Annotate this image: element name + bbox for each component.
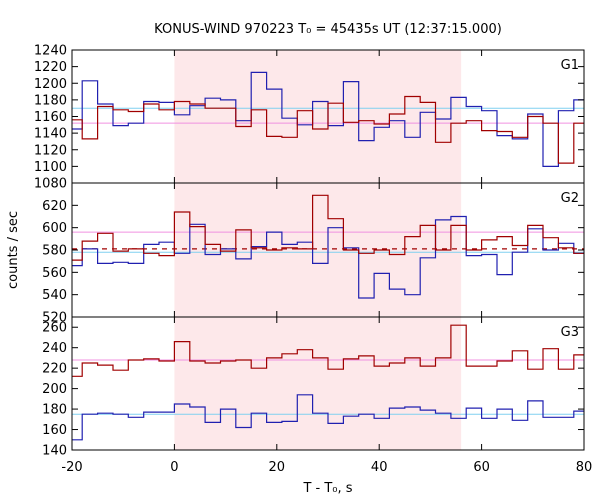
panel-label: G3	[561, 325, 579, 340]
x-tick-label: -20	[61, 460, 82, 475]
y-tick-label: 160	[42, 423, 67, 438]
y-tick-label: 1180	[34, 93, 67, 108]
y-tick-label: 620	[42, 199, 67, 214]
y-tick-label: 520	[42, 311, 67, 326]
shaded-interval	[174, 50, 462, 450]
y-tick-label: 600	[42, 221, 67, 236]
panel-g3: 140 160 180 200 220 240 260 G3	[42, 316, 585, 459]
x-tick-label: 0	[170, 460, 178, 475]
panel-g2: 520 540 560 580 600 620 G2	[42, 182, 585, 326]
series-red-line	[72, 324, 584, 377]
x-tick-label: 80	[576, 460, 593, 475]
y-tick-label: 260	[42, 321, 67, 336]
y-tick-label: 240	[42, 341, 67, 356]
y-tick-label: 580	[42, 244, 67, 259]
y-tick-label: 1220	[34, 60, 67, 75]
chart-title: KONUS-WIND 970223 T₀ = 45435s UT (12:37:…	[154, 22, 502, 37]
panel-label: G1	[561, 58, 579, 73]
series-red-line	[72, 95, 584, 164]
x-tick-label: 40	[371, 460, 388, 475]
y-tick-label: 1140	[34, 127, 67, 142]
y-tick-label: 200	[42, 382, 67, 397]
y-axis-title: counts / sec	[6, 211, 21, 289]
panel-label: G2	[561, 191, 579, 206]
series-blue-line	[72, 394, 584, 441]
y-tick-label: 540	[42, 288, 67, 303]
x-axis-title: T - T₀, s	[302, 481, 352, 496]
panel-frame	[71, 316, 585, 451]
y-tick-label: 1240	[34, 44, 67, 59]
x-tick-label: 60	[473, 460, 490, 475]
y-tick-label: 220	[42, 362, 67, 377]
y-tick-label: 560	[42, 266, 67, 281]
y-tick-label: 140	[42, 444, 67, 459]
y-tick-label: 1160	[34, 110, 67, 125]
y-tick-label: 1120	[34, 143, 67, 158]
y-tick-label: 1080	[34, 177, 67, 192]
series-blue-line	[72, 215, 584, 299]
x-tick-label: 20	[269, 460, 286, 475]
series-red-line	[72, 194, 584, 261]
y-tick-label: 180	[42, 403, 67, 418]
y-tick-label: 1200	[34, 77, 67, 92]
y-tick-label: 1100	[34, 160, 67, 175]
